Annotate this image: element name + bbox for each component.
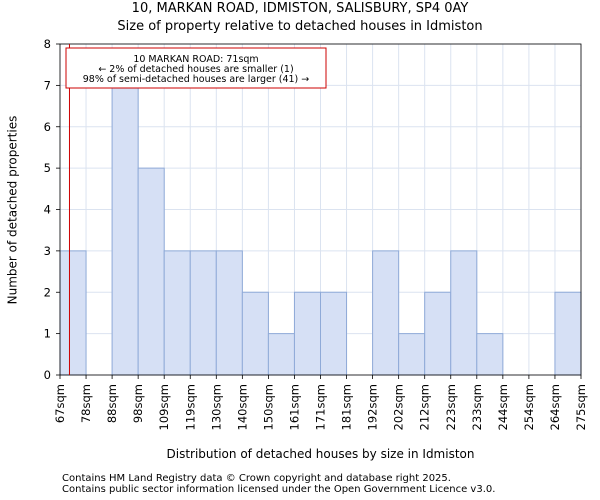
histogram-bar	[424, 291, 452, 376]
chart-subtitle: Size of property relative to detached ho…	[117, 19, 483, 34]
histogram-bar	[450, 250, 478, 376]
y-tick-label: 8	[44, 37, 51, 51]
y-tick-label: 2	[44, 285, 51, 299]
x-tick-label: 119sqm	[183, 384, 197, 430]
y-tick-label: 1	[44, 327, 51, 341]
histogram-bar	[293, 291, 322, 376]
annotation-rect	[65, 47, 327, 89]
histogram-bar	[320, 291, 348, 376]
histogram-bar	[554, 291, 582, 376]
axis-layer: 0 1 2 3 4 5 6 7 8 67sqm 78sqm 88sqm 98sqm 109sqm 119sq…	[44, 37, 588, 430]
annotation-box: 10 MARKAN ROAD: 71sqm ← 2% of detached h…	[65, 47, 327, 89]
y-tick-label: 3	[44, 244, 51, 258]
footer-line-2: Contains public sector information licen…	[62, 484, 496, 495]
x-tick-label: 88sqm	[105, 384, 119, 423]
histogram-bar	[476, 333, 504, 376]
x-tick-label: 109sqm	[157, 384, 171, 430]
footer-line-1: Contains HM Land Registry data © Crown c…	[62, 473, 451, 484]
y-tick-label: 7	[44, 78, 51, 92]
x-tick-label: 67sqm	[53, 384, 67, 423]
x-tick-label: 181sqm	[340, 384, 354, 430]
x-tick-label: 223sqm	[444, 384, 458, 430]
x-tick-label: 202sqm	[392, 384, 406, 430]
histogram-bar	[59, 250, 87, 376]
bars-layer	[59, 84, 582, 376]
chart-title: 10, MARKAN ROAD, IDMISTON, SALISBURY, SP…	[131, 1, 469, 16]
histogram-bar	[241, 291, 269, 376]
histogram-bar	[111, 84, 139, 376]
annotation-line-1: 10 MARKAN ROAD: 71sqm	[133, 54, 258, 65]
x-tick-label: 233sqm	[470, 384, 484, 430]
y-tick-label: 6	[44, 120, 51, 134]
y-tick-label: 0	[44, 368, 51, 382]
x-tick-label: 98sqm	[131, 384, 145, 423]
y-tick-label: 4	[44, 203, 51, 217]
x-tick-label: 212sqm	[418, 384, 432, 430]
x-axis-label: Distribution of detached houses by size …	[167, 447, 475, 461]
x-tick-label: 130sqm	[209, 384, 223, 430]
histogram-bar	[189, 250, 217, 376]
x-tick-label: 171sqm	[314, 384, 328, 430]
x-tick-label: 244sqm	[496, 384, 510, 430]
x-tick-label: 150sqm	[261, 384, 275, 430]
histogram-bar	[372, 250, 400, 376]
x-tick-label: 254sqm	[522, 384, 536, 430]
x-tick-label: 78sqm	[79, 384, 93, 423]
x-tick-label: 161sqm	[287, 384, 301, 430]
histogram-bar	[215, 250, 243, 376]
x-tick-label: 192sqm	[366, 384, 380, 430]
x-tick-label: 275sqm	[574, 384, 588, 430]
x-tick-label: 264sqm	[548, 384, 562, 430]
annotation-line-3: 98% of semi-detached houses are larger (…	[83, 74, 310, 85]
annotation-line-2: ← 2% of detached houses are smaller (1)	[98, 64, 293, 75]
y-axis-label: Number of detached properties	[6, 116, 20, 305]
y-tick-label: 5	[44, 161, 51, 175]
histogram-bar	[398, 333, 426, 376]
histogram-bar	[267, 333, 295, 376]
histogram-bar	[137, 167, 165, 376]
histogram-bar	[163, 250, 191, 376]
x-tick-label: 140sqm	[235, 384, 249, 430]
